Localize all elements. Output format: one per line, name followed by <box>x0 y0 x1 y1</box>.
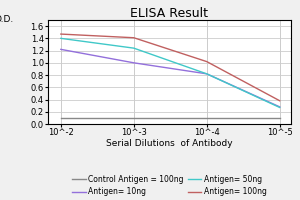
Title: ELISA Result: ELISA Result <box>130 7 208 20</box>
Antigen= 10ng <box>132 62 136 64</box>
Antigen= 100ng <box>132 37 136 39</box>
Text: O.D.: O.D. <box>0 15 14 24</box>
Antigen= 10ng <box>205 73 208 75</box>
Antigen= 50ng <box>132 47 136 49</box>
Antigen= 50ng <box>59 37 63 40</box>
Antigen= 100ng <box>205 60 208 63</box>
Control Antigen = 100ng <box>132 117 136 120</box>
Antigen= 100ng <box>59 33 63 35</box>
Control Antigen = 100ng <box>278 117 281 120</box>
Antigen= 10ng <box>59 48 63 51</box>
Legend: Control Antigen = 100ng, Antigen= 10ng, Antigen= 50ng, Antigen= 100ng: Control Antigen = 100ng, Antigen= 10ng, … <box>72 175 267 196</box>
X-axis label: Serial Dilutions  of Antibody: Serial Dilutions of Antibody <box>106 139 233 148</box>
Line: Antigen= 100ng: Antigen= 100ng <box>61 34 280 101</box>
Antigen= 100ng <box>278 100 281 102</box>
Line: Antigen= 10ng: Antigen= 10ng <box>61 49 280 107</box>
Antigen= 50ng <box>205 73 208 75</box>
Antigen= 10ng <box>278 106 281 108</box>
Control Antigen = 100ng <box>205 117 208 120</box>
Line: Antigen= 50ng: Antigen= 50ng <box>61 38 280 107</box>
Control Antigen = 100ng <box>59 117 63 120</box>
Antigen= 50ng <box>278 106 281 109</box>
